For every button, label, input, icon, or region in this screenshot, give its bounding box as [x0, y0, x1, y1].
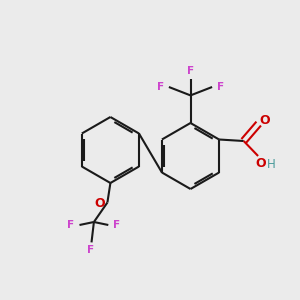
Text: O: O: [260, 114, 270, 127]
Text: O: O: [94, 196, 105, 210]
Text: F: F: [87, 245, 94, 255]
Text: F: F: [157, 82, 164, 92]
Text: F: F: [113, 220, 120, 230]
Text: O: O: [256, 157, 266, 170]
Text: F: F: [67, 220, 74, 230]
Text: F: F: [217, 82, 224, 92]
Text: H: H: [267, 158, 276, 171]
Text: F: F: [187, 66, 194, 76]
